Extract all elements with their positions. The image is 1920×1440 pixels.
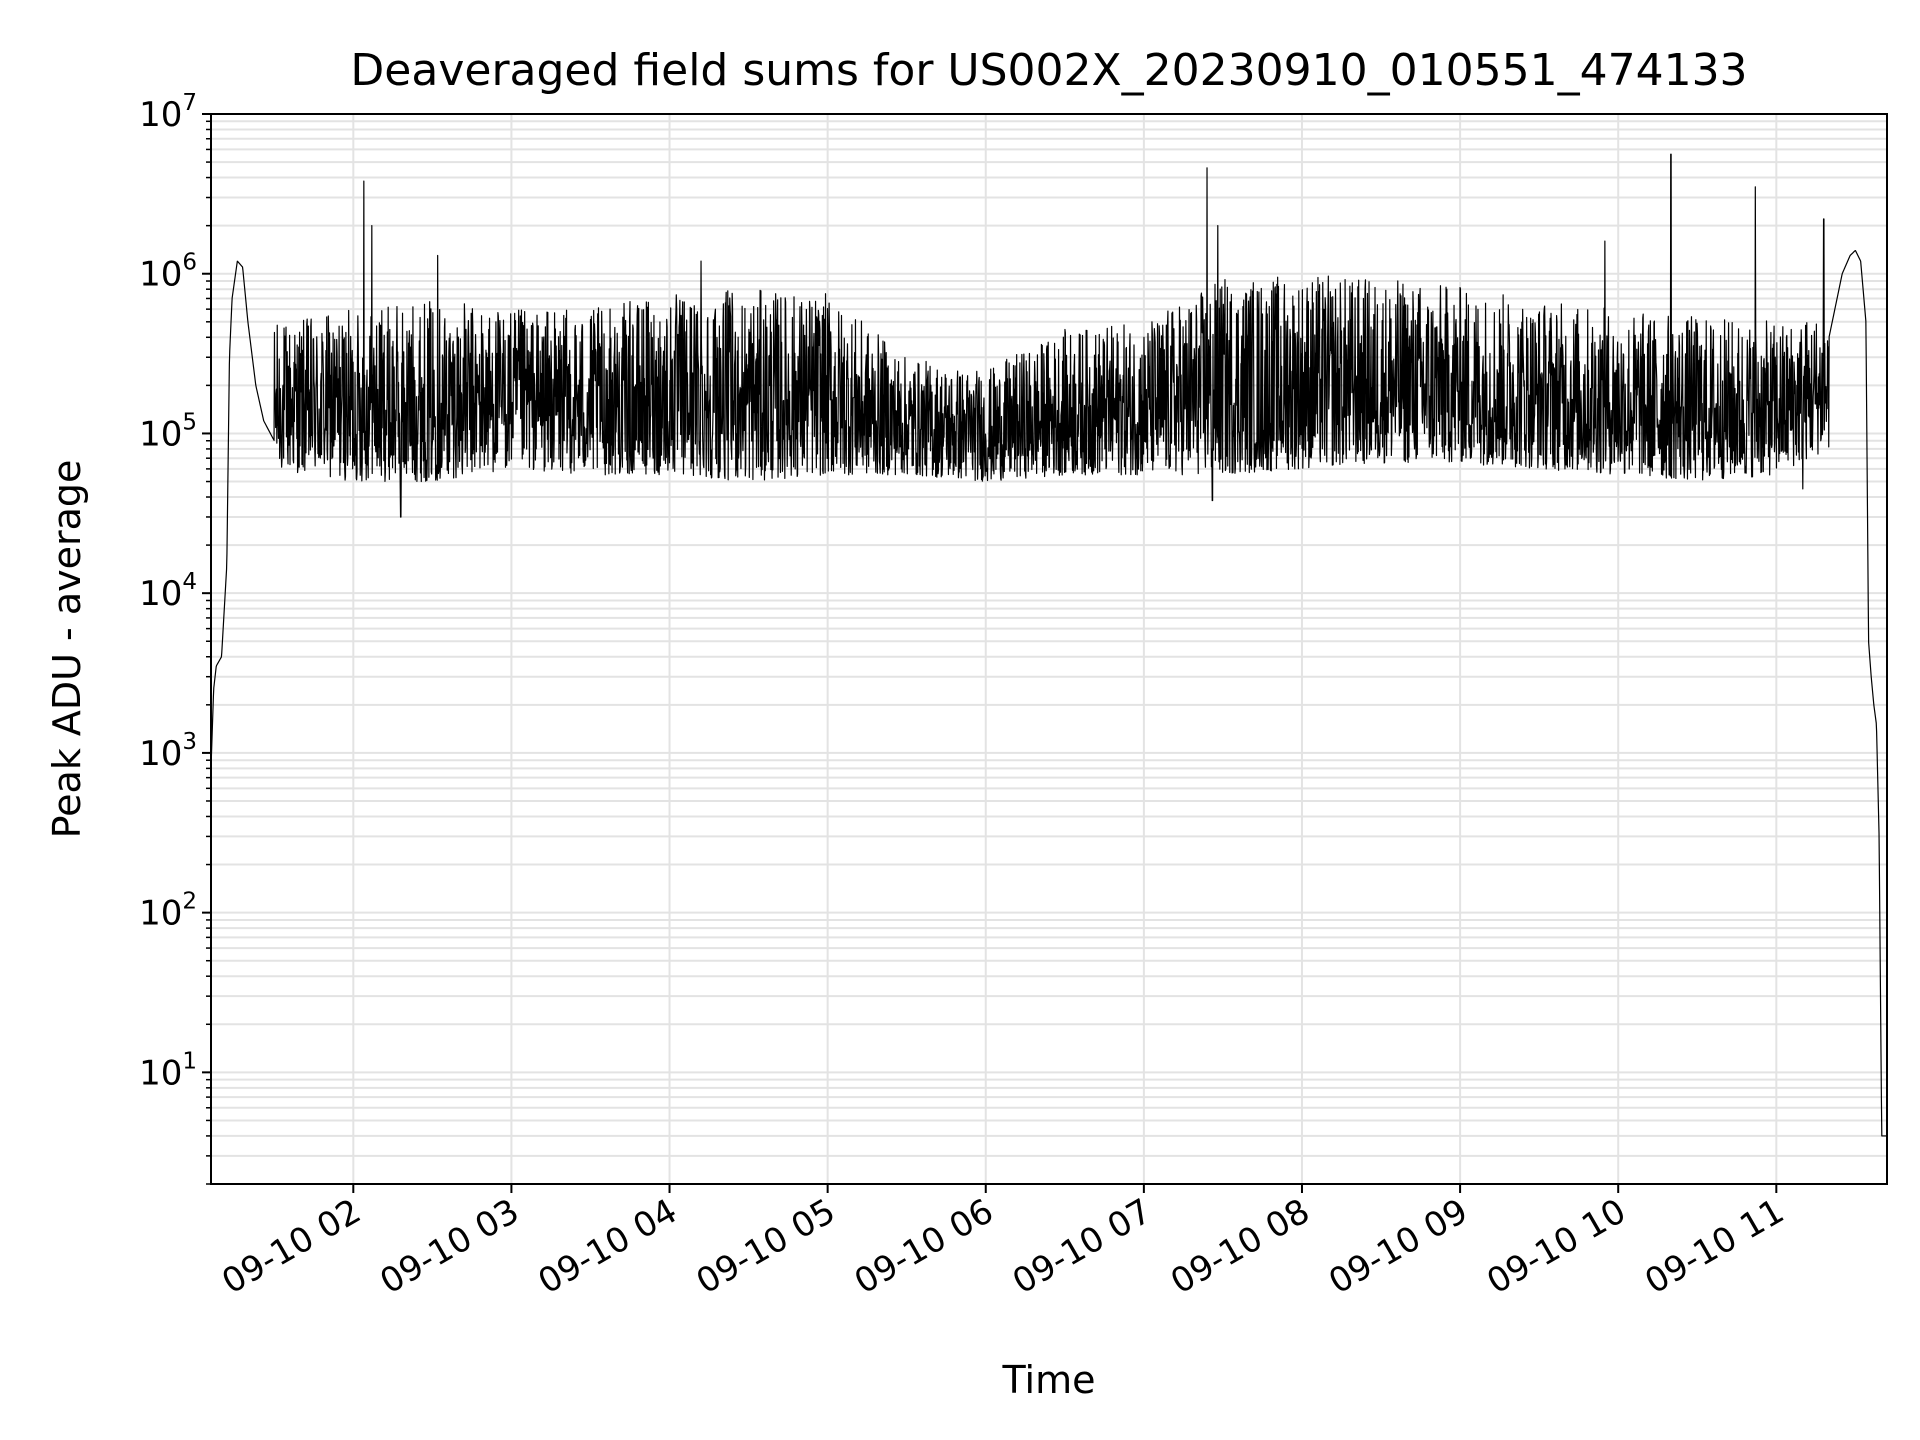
minor-gridlines xyxy=(211,120,1887,1185)
y-tick-label: 105 xyxy=(139,409,197,454)
data-series-line xyxy=(210,153,1888,1137)
y-tick-label: 106 xyxy=(139,250,197,295)
y-tick-label: 107 xyxy=(139,90,197,135)
y-tick-label: 101 xyxy=(139,1048,197,1093)
chart-title: Deaveraged field sums for US002X_2023091… xyxy=(350,45,1747,96)
plot-area-frame xyxy=(210,113,1888,1185)
y-axis-ticks: 101 102 103 104 105 106 107 xyxy=(139,90,211,1185)
y-tick-label: 102 xyxy=(139,889,197,934)
y-tick-label: 103 xyxy=(139,729,197,774)
y-tick-label: 104 xyxy=(139,569,197,614)
y-axis-label: Peak ADU - average xyxy=(45,460,89,839)
x-axis-label: Time xyxy=(1002,1358,1096,1402)
major-gridlines xyxy=(211,113,1887,1184)
